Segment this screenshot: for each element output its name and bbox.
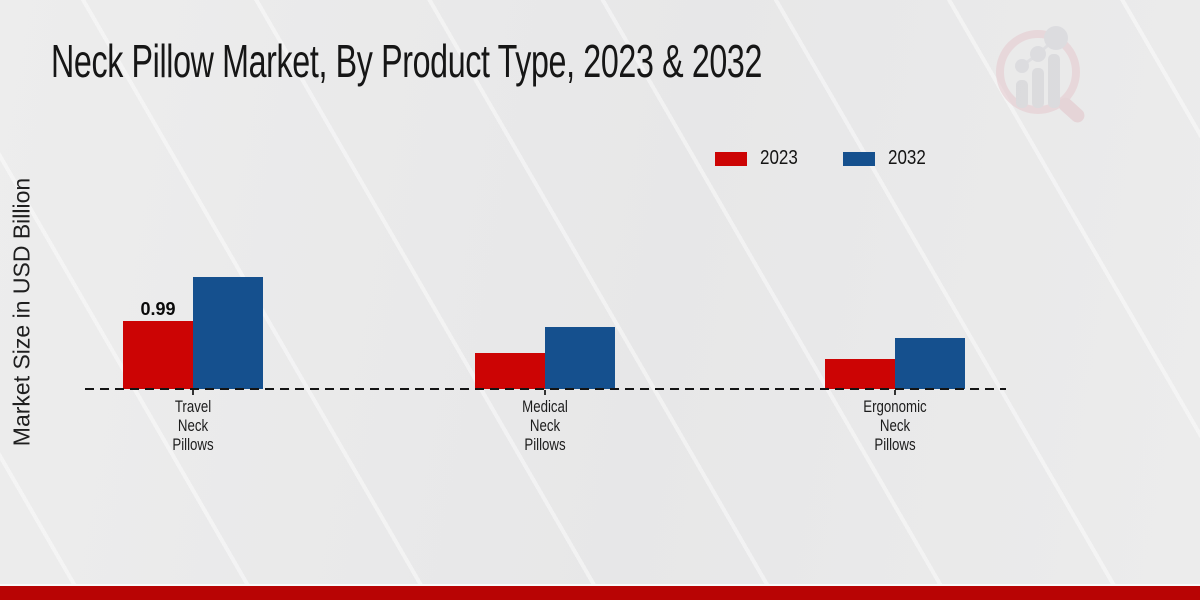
category-label: Medical Neck Pillows [522,397,568,454]
category-label: Ergonomic Neck Pillows [863,397,927,454]
legend-item-2032: 2032 [842,147,933,170]
bar-2032-category-1 [193,277,263,389]
x-axis-tick [544,390,546,395]
bar-2023-category-1 [123,321,193,389]
x-axis-tick [192,390,194,395]
x-axis-baseline [85,388,1006,390]
footer-highlight-line [0,584,1200,586]
category-label: Travel Neck Pillows [172,397,214,454]
legend-item-2023: 2023 [715,147,805,170]
bar-2023-category-2 [475,353,545,389]
magnifier-bar-chart-icon [996,26,1085,123]
chart-legend: 2023 2032 [715,147,932,170]
bar-2032-category-2 [545,327,615,389]
legend-swatch-2023 [715,151,747,166]
x-axis-tick [894,390,896,395]
mrfr-logo-watermark [988,24,1092,129]
legend-swatch-2032 [842,151,875,166]
footer-red-band [0,586,1200,600]
legend-label: 2023 [760,147,798,169]
legend-label: 2032 [887,147,926,169]
page-title: Neck Pillow Market, By Product Type, 202… [51,35,763,87]
bar-2032-category-3 [895,338,965,389]
bar-2023-category-3 [825,359,895,389]
value-label: 0.99 [140,299,176,319]
